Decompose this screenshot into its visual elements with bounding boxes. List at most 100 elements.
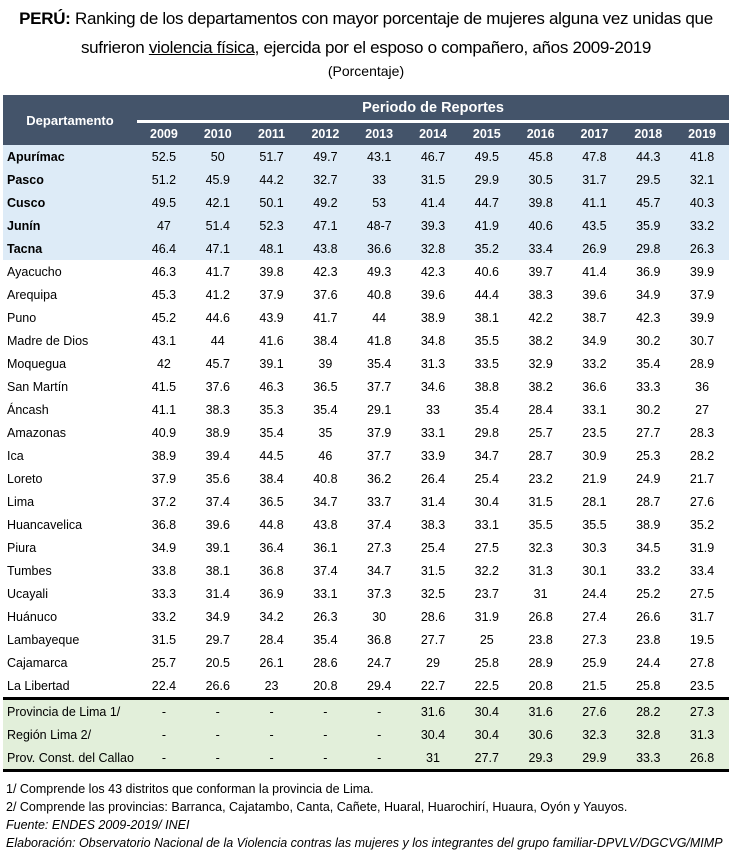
value-cell: 29.9 [568, 746, 622, 771]
value-cell: 34.9 [568, 329, 622, 352]
value-cell: 47.1 [298, 214, 352, 237]
value-cell: 43.8 [298, 237, 352, 260]
value-cell: 27.3 [568, 628, 622, 651]
value-cell: 47.1 [191, 237, 245, 260]
value-cell: 34.9 [621, 283, 675, 306]
title-underlined: violencia física [149, 38, 255, 57]
table-row: Ayacucho 46.3 41.7 39.8 42.3 49.3 42.3 40.6 39.7… [3, 260, 729, 283]
department-name: Loreto [3, 467, 137, 490]
value-cell: 20.8 [298, 674, 352, 699]
value-cell: 28.9 [675, 352, 729, 375]
value-cell: 28.2 [621, 699, 675, 724]
value-cell: 35.4 [245, 421, 299, 444]
value-cell: 41.7 [298, 306, 352, 329]
value-cell: 45.8 [514, 145, 568, 168]
value-cell: 44 [352, 306, 406, 329]
department-name: Ica [3, 444, 137, 467]
value-cell: 33.3 [137, 582, 191, 605]
value-cell: 36.6 [352, 237, 406, 260]
value-cell: 30.3 [568, 536, 622, 559]
value-cell: 50 [191, 145, 245, 168]
value-cell: 29.1 [352, 398, 406, 421]
table-row: Piura 34.9 39.1 36.4 36.1 27.3 25.4 27.5 32.3 30.… [3, 536, 729, 559]
value-cell: 26.9 [568, 237, 622, 260]
value-cell: 29.8 [621, 237, 675, 260]
value-cell: 25.7 [137, 651, 191, 674]
value-cell: 49.5 [460, 145, 514, 168]
value-cell: 38.2 [514, 329, 568, 352]
value-cell: 42.2 [514, 306, 568, 329]
value-cell: 36.4 [245, 536, 299, 559]
value-cell: 44.7 [460, 191, 514, 214]
value-cell: 33.4 [675, 559, 729, 582]
value-cell: - [352, 723, 406, 746]
value-cell: 25.9 [568, 651, 622, 674]
value-cell: 32.9 [514, 352, 568, 375]
value-cell: 34.6 [406, 375, 460, 398]
value-cell: 40.8 [352, 283, 406, 306]
table-row: Ucayali 33.3 31.4 36.9 33.1 37.3 32.5 23.7 31 24.… [3, 582, 729, 605]
value-cell: 30.5 [514, 168, 568, 191]
value-cell: 32.3 [568, 723, 622, 746]
value-cell: 32.8 [621, 723, 675, 746]
value-cell: 36.8 [245, 559, 299, 582]
footnotes: 1/ Comprende los 43 distritos que confor… [6, 780, 723, 852]
department-name: Áncash [3, 398, 137, 421]
value-cell: 43.9 [245, 306, 299, 329]
value-cell: 34.5 [621, 536, 675, 559]
value-cell: 44 [191, 329, 245, 352]
value-cell: 52.3 [245, 214, 299, 237]
department-name: Madre de Dios [3, 329, 137, 352]
value-cell: 31.7 [675, 605, 729, 628]
value-cell: 44.4 [460, 283, 514, 306]
table-row: Loreto 37.9 35.6 38.4 40.8 36.2 26.4 25.4 23.2 21… [3, 467, 729, 490]
value-cell: 44.6 [191, 306, 245, 329]
department-name: Moquegua [3, 352, 137, 375]
value-cell: 39.9 [675, 260, 729, 283]
value-cell: 29.4 [352, 674, 406, 699]
table-row: Huánuco 33.2 34.9 34.2 26.3 30 28.6 31.9 26.8 27.… [3, 605, 729, 628]
ranking-table: Departamento Periodo de Reportes 2009 201… [3, 95, 729, 772]
table-row: Moquegua 42 45.7 39.1 39 35.4 31.3 33.5 32.9 33.2… [3, 352, 729, 375]
value-cell: 39.9 [675, 306, 729, 329]
value-cell: 37.4 [191, 490, 245, 513]
year-header: 2019 [675, 122, 729, 146]
value-cell: 20.8 [514, 674, 568, 699]
value-cell: 22.7 [406, 674, 460, 699]
value-cell: 31 [514, 582, 568, 605]
department-name: Ucayali [3, 582, 137, 605]
value-cell: 41.2 [191, 283, 245, 306]
value-cell: 24.7 [352, 651, 406, 674]
value-cell: 36.2 [352, 467, 406, 490]
table-row: Junín 47 51.4 52.3 47.1 48-7 39.3 41.9 40.6 43.5 3… [3, 214, 729, 237]
table-row: Apurímac 52.5 50 51.7 49.7 43.1 46.7 49.5 45.8 47… [3, 145, 729, 168]
department-name: Huancavelica [3, 513, 137, 536]
value-cell: 38.9 [406, 306, 460, 329]
value-cell: 21.7 [675, 467, 729, 490]
value-cell: 39.1 [191, 536, 245, 559]
value-cell: 34.7 [460, 444, 514, 467]
value-cell: 37.4 [298, 559, 352, 582]
value-cell: 36.6 [568, 375, 622, 398]
value-cell: 46.3 [137, 260, 191, 283]
value-cell: 25.8 [460, 651, 514, 674]
value-cell: 29.8 [460, 421, 514, 444]
value-cell: 42 [137, 352, 191, 375]
value-cell: 41.4 [406, 191, 460, 214]
value-cell: 39.8 [514, 191, 568, 214]
value-cell: 29 [406, 651, 460, 674]
value-cell: 25.7 [514, 421, 568, 444]
value-cell: 49.5 [137, 191, 191, 214]
value-cell: 43.1 [137, 329, 191, 352]
value-cell: - [245, 723, 299, 746]
value-cell: 48-7 [352, 214, 406, 237]
value-cell: 25.2 [621, 582, 675, 605]
department-name: Provincia de Lima 1/ [3, 699, 137, 724]
value-cell: 19.5 [675, 628, 729, 651]
year-header: 2009 [137, 122, 191, 146]
value-cell: 33.7 [352, 490, 406, 513]
value-cell: 48.1 [245, 237, 299, 260]
value-cell: 28.7 [514, 444, 568, 467]
value-cell: 44.3 [621, 145, 675, 168]
value-cell: 32.5 [406, 582, 460, 605]
